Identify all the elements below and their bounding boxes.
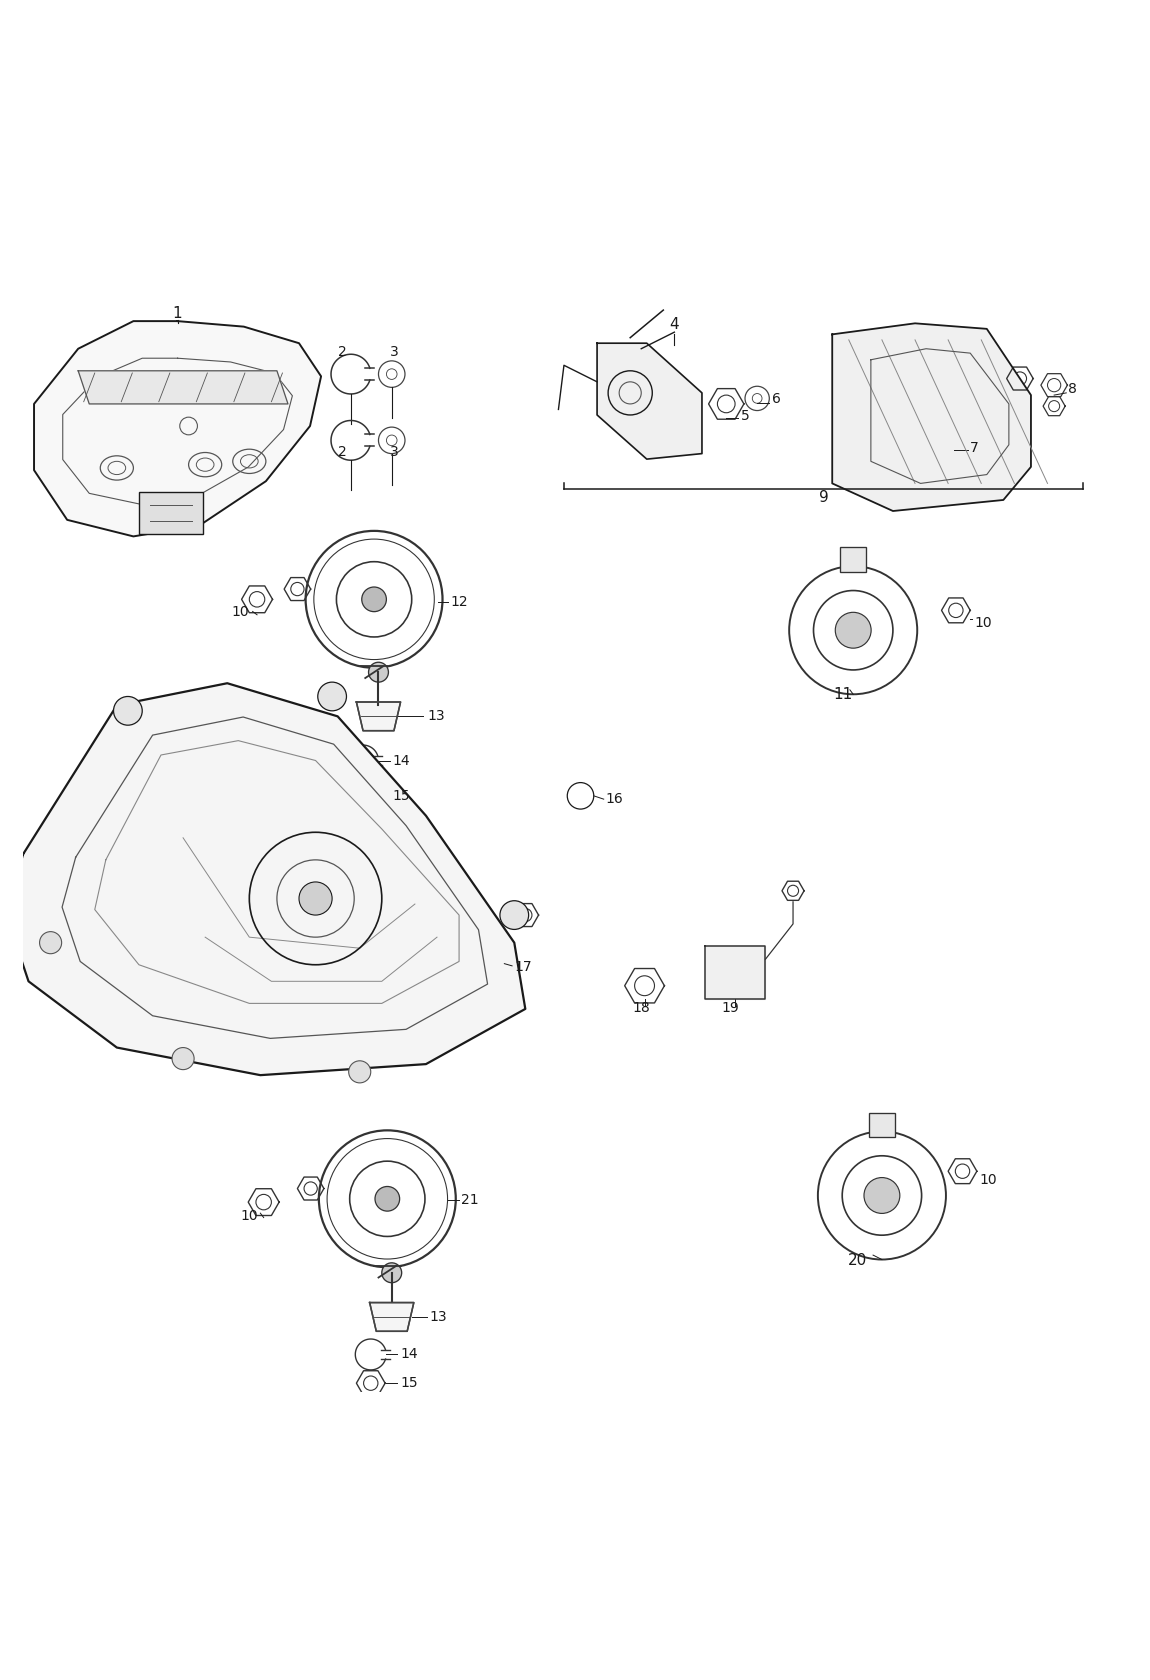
Text: 17: 17 — [514, 959, 532, 974]
Text: 12: 12 — [451, 595, 468, 608]
Text: 16: 16 — [606, 793, 623, 806]
Polygon shape — [34, 321, 321, 536]
Circle shape — [864, 1178, 899, 1213]
Circle shape — [114, 697, 143, 726]
Text: 10: 10 — [231, 605, 250, 618]
Circle shape — [375, 1186, 400, 1211]
Circle shape — [368, 662, 389, 682]
Circle shape — [500, 900, 529, 929]
Text: 7: 7 — [971, 442, 979, 455]
Bar — [868, 1112, 895, 1137]
Text: 5: 5 — [741, 410, 750, 423]
Text: 15: 15 — [400, 1376, 419, 1389]
Circle shape — [724, 961, 746, 983]
Text: 13: 13 — [427, 709, 445, 724]
Text: 21: 21 — [461, 1193, 478, 1206]
Polygon shape — [356, 702, 400, 731]
Circle shape — [382, 1263, 401, 1284]
Polygon shape — [7, 684, 526, 1075]
Polygon shape — [78, 371, 288, 403]
Text: 18: 18 — [632, 1001, 650, 1015]
Polygon shape — [597, 343, 702, 459]
Text: 8: 8 — [1068, 381, 1078, 396]
Text: 4: 4 — [669, 318, 680, 333]
Circle shape — [362, 586, 386, 612]
Circle shape — [348, 1060, 370, 1084]
Circle shape — [835, 612, 872, 648]
Text: 13: 13 — [429, 1310, 447, 1324]
Text: 3: 3 — [390, 346, 398, 360]
Text: 15: 15 — [393, 790, 411, 803]
Bar — [139, 492, 202, 534]
Text: 10: 10 — [975, 615, 992, 630]
Bar — [840, 548, 866, 571]
Text: 1: 1 — [172, 306, 183, 321]
Text: 14: 14 — [393, 754, 411, 768]
Polygon shape — [705, 946, 766, 1000]
Text: 10: 10 — [979, 1173, 997, 1188]
Polygon shape — [833, 323, 1030, 511]
Text: 2: 2 — [338, 445, 346, 459]
Text: 6: 6 — [772, 391, 781, 407]
Polygon shape — [369, 1302, 414, 1331]
Text: 14: 14 — [400, 1347, 419, 1361]
Text: 9: 9 — [819, 491, 828, 506]
Text: 10: 10 — [240, 1210, 258, 1223]
Circle shape — [172, 1048, 194, 1070]
Text: 19: 19 — [722, 1001, 739, 1015]
Circle shape — [299, 882, 332, 916]
Text: 20: 20 — [848, 1253, 867, 1268]
Text: 3: 3 — [390, 445, 398, 459]
Text: 11: 11 — [834, 687, 853, 702]
Circle shape — [39, 932, 62, 954]
Text: 2: 2 — [338, 346, 346, 360]
Circle shape — [317, 682, 346, 711]
